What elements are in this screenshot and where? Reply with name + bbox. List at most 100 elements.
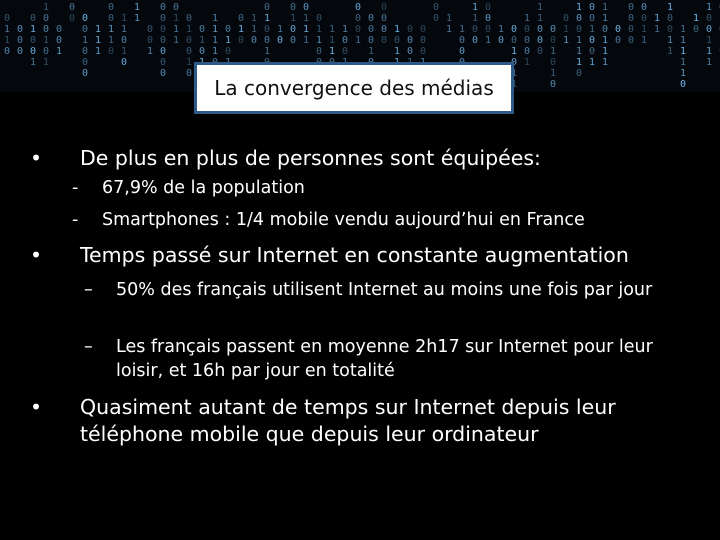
svg-text:1: 1 — [511, 68, 517, 79]
svg-text:0: 0 — [368, 24, 374, 35]
svg-text:1: 1 — [212, 46, 218, 57]
svg-text:0: 0 — [186, 46, 192, 57]
svg-text:1: 1 — [641, 35, 647, 46]
svg-text:1: 1 — [251, 13, 257, 24]
svg-text:0: 0 — [433, 2, 439, 13]
svg-text:0: 0 — [381, 13, 387, 24]
svg-text:1: 1 — [472, 2, 478, 13]
svg-text:1: 1 — [264, 46, 270, 57]
svg-text:1: 1 — [108, 24, 114, 35]
svg-text:1: 1 — [563, 24, 569, 35]
svg-text:1: 1 — [472, 13, 478, 24]
svg-text:0: 0 — [407, 46, 413, 57]
svg-text:1: 1 — [95, 46, 101, 57]
svg-text:1: 1 — [121, 46, 127, 57]
svg-text:1: 1 — [680, 46, 686, 57]
svg-text:1: 1 — [173, 24, 179, 35]
svg-text:1: 1 — [329, 24, 335, 35]
svg-text:0: 0 — [511, 57, 517, 68]
svg-text:0: 0 — [82, 13, 88, 24]
svg-text:0: 0 — [368, 13, 374, 24]
svg-text:1: 1 — [303, 24, 309, 35]
svg-text:0: 0 — [589, 2, 595, 13]
svg-text:0: 0 — [576, 24, 582, 35]
svg-text:0: 0 — [342, 35, 348, 46]
svg-text:0: 0 — [472, 35, 478, 46]
svg-text:0: 0 — [82, 46, 88, 57]
svg-text:0: 0 — [667, 24, 673, 35]
svg-text:0: 0 — [4, 46, 10, 57]
svg-text:1: 1 — [4, 35, 10, 46]
svg-text:1: 1 — [680, 68, 686, 79]
svg-text:1: 1 — [602, 46, 608, 57]
svg-text:0: 0 — [238, 13, 244, 24]
svg-text:1: 1 — [43, 57, 49, 68]
svg-text:0: 0 — [290, 2, 296, 13]
svg-text:1: 1 — [303, 13, 309, 24]
slide-title: La convergence des médias — [214, 76, 494, 100]
svg-text:0: 0 — [472, 24, 478, 35]
svg-text:1: 1 — [563, 35, 569, 46]
svg-text:1: 1 — [589, 24, 595, 35]
svg-text:1: 1 — [576, 35, 582, 46]
svg-text:0: 0 — [485, 13, 491, 24]
svg-text:1: 1 — [225, 35, 231, 46]
svg-text:0: 0 — [30, 35, 36, 46]
svg-text:0: 0 — [433, 13, 439, 24]
svg-text:1: 1 — [680, 57, 686, 68]
svg-text:0: 0 — [17, 35, 23, 46]
svg-text:0: 0 — [290, 35, 296, 46]
svg-text:1: 1 — [602, 2, 608, 13]
svg-text:1: 1 — [368, 46, 374, 57]
svg-text:0: 0 — [459, 46, 465, 57]
svg-text:0: 0 — [589, 46, 595, 57]
svg-text:0: 0 — [199, 46, 205, 57]
bullet-text: Quasiment autant de temps sur Internet d… — [80, 395, 616, 446]
svg-text:1: 1 — [277, 24, 283, 35]
svg-text:0: 0 — [550, 79, 556, 90]
svg-text:1: 1 — [43, 2, 49, 13]
svg-text:1: 1 — [524, 13, 530, 24]
svg-text:0: 0 — [82, 24, 88, 35]
svg-text:0: 0 — [160, 2, 166, 13]
svg-text:1: 1 — [550, 68, 556, 79]
svg-text:1: 1 — [238, 24, 244, 35]
svg-text:1: 1 — [264, 13, 270, 24]
svg-text:1: 1 — [316, 35, 322, 46]
svg-text:0: 0 — [264, 24, 270, 35]
svg-text:1: 1 — [121, 24, 127, 35]
svg-text:0: 0 — [56, 24, 62, 35]
svg-text:1: 1 — [316, 24, 322, 35]
svg-text:0: 0 — [615, 35, 621, 46]
svg-text:0: 0 — [550, 57, 556, 68]
svg-text:0: 0 — [69, 2, 75, 13]
svg-text:1: 1 — [56, 46, 62, 57]
svg-text:1: 1 — [43, 35, 49, 46]
svg-text:1: 1 — [329, 35, 335, 46]
svg-text:0: 0 — [160, 57, 166, 68]
svg-text:0: 0 — [420, 46, 426, 57]
svg-text:0: 0 — [628, 24, 634, 35]
svg-text:0: 0 — [30, 13, 36, 24]
svg-text:0: 0 — [355, 24, 361, 35]
svg-text:1: 1 — [602, 57, 608, 68]
svg-text:1: 1 — [511, 46, 517, 57]
svg-text:0: 0 — [160, 46, 166, 57]
svg-text:0: 0 — [537, 35, 543, 46]
svg-text:0: 0 — [264, 2, 270, 13]
svg-text:0: 0 — [498, 35, 504, 46]
svg-text:0: 0 — [355, 13, 361, 24]
svg-text:1: 1 — [693, 13, 699, 24]
svg-text:1: 1 — [576, 2, 582, 13]
svg-text:0: 0 — [706, 13, 712, 24]
svg-text:0: 0 — [30, 46, 36, 57]
svg-text:0: 0 — [641, 13, 647, 24]
svg-text:1: 1 — [251, 24, 257, 35]
svg-text:0: 0 — [160, 68, 166, 79]
svg-text:0: 0 — [251, 35, 257, 46]
svg-text:1: 1 — [134, 2, 140, 13]
svg-text:0: 0 — [355, 2, 361, 13]
svg-text:0: 0 — [537, 24, 543, 35]
svg-text:1: 1 — [667, 35, 673, 46]
